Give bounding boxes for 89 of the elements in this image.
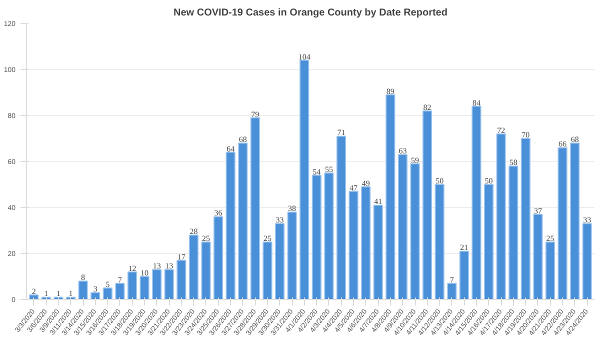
data-label: 37	[534, 206, 542, 216]
data-label: 1	[56, 289, 60, 298]
bar	[496, 133, 506, 300]
data-label: 49	[362, 178, 370, 188]
bar	[373, 204, 383, 300]
bar	[434, 184, 444, 300]
bar	[570, 142, 580, 300]
data-label: 47	[350, 183, 358, 192]
data-label: 33	[276, 216, 284, 225]
data-label: 33	[583, 216, 592, 225]
data-label: 1	[44, 289, 48, 298]
data-label: 2	[32, 286, 36, 296]
bar	[447, 282, 457, 300]
bar	[176, 260, 186, 300]
data-label: 72	[497, 126, 506, 135]
bar	[422, 110, 432, 300]
bar	[102, 288, 112, 300]
data-label: 64	[226, 144, 235, 154]
data-label: 12	[128, 264, 136, 273]
bar	[188, 234, 199, 300]
data-label: 25	[546, 234, 554, 243]
data-label: 28	[190, 227, 198, 236]
bar	[164, 269, 174, 300]
data-label: 58	[509, 158, 518, 168]
data-label: 66	[558, 140, 567, 149]
data-label: 59	[411, 156, 419, 165]
bar	[398, 154, 408, 300]
data-label: 25	[263, 234, 272, 243]
bar	[484, 184, 494, 300]
bar	[410, 163, 420, 300]
data-label: 82	[423, 102, 432, 112]
bar	[508, 166, 518, 300]
data-label: 50	[484, 176, 493, 186]
bar	[300, 60, 310, 300]
bar	[312, 174, 322, 300]
data-label: 13	[152, 262, 161, 271]
bar	[127, 271, 138, 300]
data-label: 7	[118, 275, 122, 284]
data-label: 10	[140, 268, 149, 278]
data-label: 70	[522, 130, 530, 140]
data-label: 68	[238, 135, 247, 144]
bar	[274, 223, 285, 300]
bar	[152, 269, 162, 300]
data-label: 71	[337, 128, 346, 138]
data-label: 63	[398, 146, 407, 156]
bar	[386, 94, 396, 300]
data-label: 104	[298, 52, 310, 62]
data-label: 84	[472, 98, 480, 108]
chart-title: New COVID-19 Cases in Orange County by Date Reported	[174, 8, 448, 18]
bar	[336, 136, 346, 300]
data-label: 13	[165, 262, 174, 271]
data-label: 36	[214, 208, 222, 218]
data-label: 17	[177, 252, 186, 262]
data-label: 8	[81, 273, 86, 282]
bar	[472, 106, 482, 300]
data-label: 50	[436, 176, 444, 186]
bar	[348, 190, 358, 300]
data-label: 7	[450, 275, 454, 284]
data-label: 41	[374, 197, 382, 206]
bar	[238, 142, 248, 300]
bar	[226, 152, 236, 300]
data-label: 68	[570, 135, 579, 144]
bar	[115, 282, 125, 300]
data-label: 25	[202, 234, 210, 243]
data-label: 3	[93, 284, 98, 294]
bar	[520, 138, 530, 300]
bar	[213, 216, 224, 300]
data-label: 21	[460, 243, 468, 252]
data-label: 1	[68, 289, 73, 298]
bar	[533, 214, 543, 300]
data-label: 38	[288, 204, 296, 214]
bar	[459, 250, 469, 300]
bar	[582, 223, 592, 300]
bar	[140, 276, 150, 300]
bar	[262, 242, 272, 300]
bar	[324, 172, 334, 300]
bar	[78, 280, 88, 300]
data-label: 54	[312, 167, 321, 176]
bar	[250, 117, 260, 300]
bar	[361, 186, 371, 300]
data-label: 5	[106, 280, 110, 289]
bar	[90, 292, 100, 300]
data-label: 55	[324, 165, 333, 174]
bar	[201, 242, 211, 300]
bar	[545, 242, 556, 300]
data-label: 79	[251, 110, 260, 119]
bar	[558, 147, 568, 300]
data-label: 89	[386, 86, 394, 96]
bar	[287, 212, 297, 300]
